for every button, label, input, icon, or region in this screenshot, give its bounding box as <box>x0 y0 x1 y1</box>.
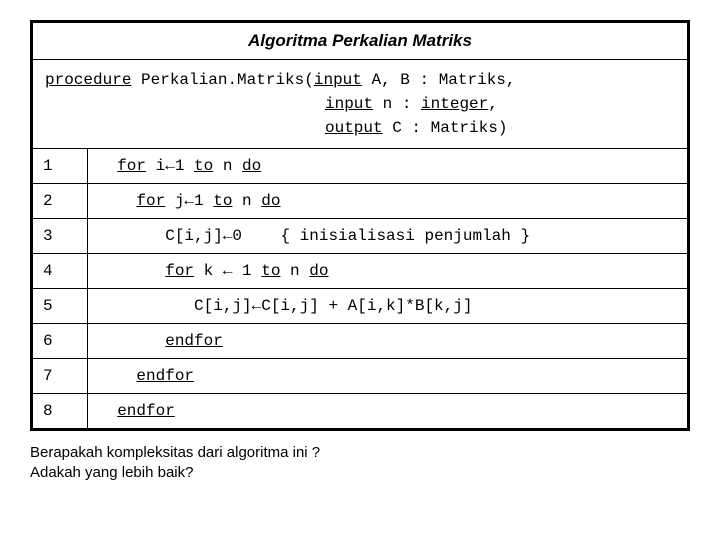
line-number: 3 <box>33 219 88 254</box>
keyword: endfor <box>165 332 223 350</box>
code-cell: endfor <box>88 359 688 394</box>
kw-input-1: input <box>314 71 362 89</box>
sig2-mid: n : <box>373 95 421 113</box>
signature-line-1: procedure Perkalian.Matriks(input A, B :… <box>45 68 675 92</box>
keyword: do <box>242 157 261 175</box>
kw-input-2: input <box>325 95 373 113</box>
line-number: 1 <box>33 149 88 184</box>
keyword: endfor <box>117 402 175 420</box>
line-number: 8 <box>33 394 88 429</box>
algorithm-box: Algoritma Perkalian Matriks procedure Pe… <box>30 20 690 431</box>
code-cell: for i←1 to n do <box>88 149 688 184</box>
keyword: to <box>261 262 280 280</box>
code-cell: endfor <box>88 394 688 429</box>
line-number: 7 <box>33 359 88 394</box>
question-line-1: Berapakah kompleksitas dari algoritma in… <box>30 443 690 463</box>
algorithm-title: Algoritma Perkalian Matriks <box>33 23 687 60</box>
code-table: 1 for i←1 to n do2 for j←1 to n do3 C[i,… <box>33 149 687 428</box>
keyword: do <box>309 262 328 280</box>
signature-line-2: input n : integer, <box>45 92 675 116</box>
code-cell: endfor <box>88 324 688 359</box>
question-line-2: Adakah yang lebih baik? <box>30 463 690 483</box>
code-cell: C[i,j]←C[i,j] + A[i,k]*B[k,j] <box>88 289 688 324</box>
line-number: 4 <box>33 254 88 289</box>
line-number: 5 <box>33 289 88 324</box>
code-row: 1 for i←1 to n do <box>33 149 687 184</box>
code-cell: for j←1 to n do <box>88 184 688 219</box>
keyword: to <box>194 157 213 175</box>
code-cell: C[i,j]←0 { inisialisasi penjumlah } <box>88 219 688 254</box>
signature-line-3: output C : Matriks) <box>45 116 675 140</box>
line-number: 2 <box>33 184 88 219</box>
code-row: 6 endfor <box>33 324 687 359</box>
kw-procedure: procedure <box>45 71 131 89</box>
line-number: 6 <box>33 324 88 359</box>
code-row: 3 C[i,j]←0 { inisialisasi penjumlah } <box>33 219 687 254</box>
sig2-end: , <box>488 95 498 113</box>
kw-integer: integer <box>421 95 488 113</box>
kw-output: output <box>325 119 383 137</box>
question-block: Berapakah kompleksitas dari algoritma in… <box>30 443 690 484</box>
keyword: for <box>136 192 165 210</box>
code-row: 2 for j←1 to n do <box>33 184 687 219</box>
sig3-rest: C : Matriks) <box>383 119 508 137</box>
code-row: 8 endfor <box>33 394 687 429</box>
code-row: 4 for k ← 1 to n do <box>33 254 687 289</box>
keyword: endfor <box>136 367 194 385</box>
sig1-rest: A, B : Matriks, <box>362 71 516 89</box>
code-row: 5 C[i,j]←C[i,j] + A[i,k]*B[k,j] <box>33 289 687 324</box>
code-row: 7 endfor <box>33 359 687 394</box>
procedure-signature: procedure Perkalian.Matriks(input A, B :… <box>33 60 687 149</box>
code-cell: for k ← 1 to n do <box>88 254 688 289</box>
keyword: for <box>117 157 146 175</box>
keyword: to <box>213 192 232 210</box>
keyword: do <box>261 192 280 210</box>
proc-name: Perkalian.Matriks( <box>131 71 313 89</box>
keyword: for <box>165 262 194 280</box>
